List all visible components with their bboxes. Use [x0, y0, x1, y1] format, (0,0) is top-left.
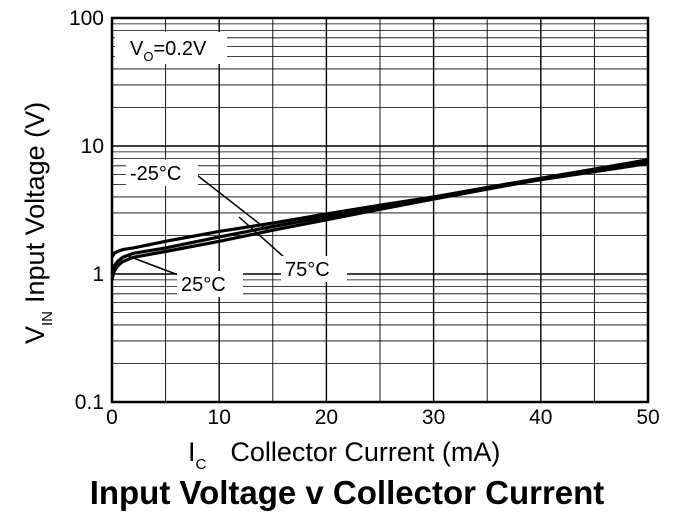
tick-labels: 0 10 20 30 40 50 0.1 1 10 100: [69, 7, 660, 429]
condition-label: VO=0.2V: [115, 32, 227, 64]
y-tick-label: 10: [81, 135, 104, 158]
x-tick-label: 50: [636, 406, 659, 429]
series-label: 75°C: [285, 259, 330, 281]
leader-line: [127, 255, 182, 277]
y-axis-text: Input Voltage (V): [20, 102, 50, 303]
label-background: [126, 160, 198, 186]
y-axis-symbol: V: [20, 326, 50, 344]
x-tick-label: 30: [422, 406, 445, 429]
label-background: [281, 256, 347, 282]
x-tick-label: 0: [106, 406, 118, 429]
leader-line: [192, 171, 271, 233]
x-tick-label: 10: [208, 406, 231, 429]
series-group: [110, 158, 649, 281]
chart-title: Input Voltage v Collector Current: [89, 474, 605, 511]
chart: -25°C 25°C 75°C VO=0.2V 0 10 20 30 40 50 0.1 1 10 10…: [20, 7, 660, 470]
x-axis-symbol: I: [188, 437, 196, 467]
y-tick-label: 100: [69, 7, 104, 30]
y-axis-symbol-subscript: IN: [39, 311, 56, 326]
x-axis-symbol-subscript: C: [196, 456, 207, 470]
plot-frame: [110, 16, 650, 404]
x-axis-text: Collector Current (mA): [230, 437, 500, 467]
label-background: [177, 271, 243, 297]
series-label: -25°C: [130, 163, 181, 185]
condition-background: [115, 32, 227, 64]
y-tick-label: 0.1: [75, 391, 104, 414]
grid: [112, 18, 648, 402]
x-tick-label: 40: [529, 406, 552, 429]
series-line-3: [110, 161, 649, 275]
x-tick-label: 20: [315, 406, 338, 429]
y-axis-title: VIN Input Voltage (V): [20, 102, 56, 344]
annotations: -25°C 25°C 75°C VO=0.2V: [115, 32, 347, 297]
condition-text: VO=0.2V: [130, 38, 207, 64]
y-tick-label: 1: [92, 263, 104, 286]
series-label: 25°C: [181, 274, 226, 296]
leader-line: [238, 216, 286, 259]
x-axis-title: IC Collector Current (mA): [188, 437, 500, 470]
